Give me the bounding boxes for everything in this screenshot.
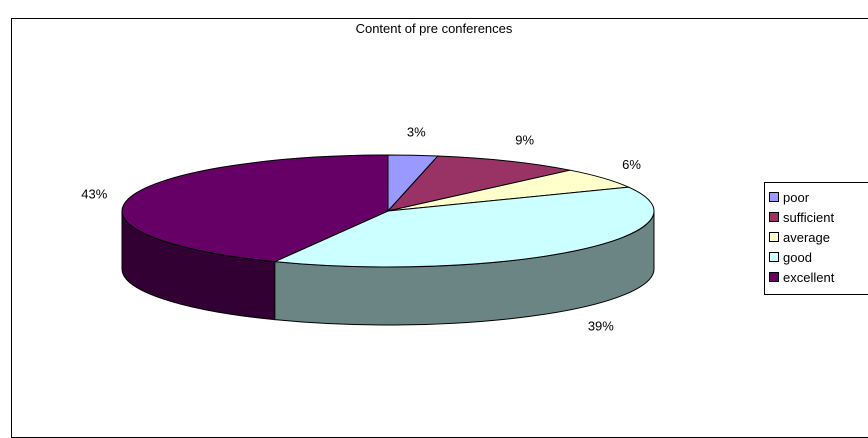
pie-tops	[121, 154, 655, 268]
legend-item-good: good	[769, 247, 868, 267]
legend-swatch	[769, 192, 779, 202]
pie-slice-sufficient	[386, 155, 571, 212]
pie-slice-good	[272, 186, 655, 268]
pie-labels: 3% 9% 6% 39% 43%	[81, 124, 641, 333]
legend-label: sufficient	[783, 209, 835, 225]
data-label-good: 39%	[588, 319, 614, 334]
legend-item-poor: poor	[769, 187, 868, 207]
legend-label: good	[783, 249, 812, 265]
legend-label: average	[783, 229, 830, 245]
legend-swatch	[769, 252, 779, 262]
legend: poor sufficient average good excellent	[764, 182, 868, 295]
chart-title: Content of pre conferences	[355, 21, 513, 36]
legend-item-sufficient: sufficient	[769, 207, 868, 227]
data-label-poor: 3%	[407, 124, 426, 139]
pie-slice-excellent	[121, 154, 389, 263]
legend-label: excellent	[783, 269, 835, 285]
legend-item-average: average	[769, 227, 868, 247]
data-label-average: 6%	[622, 157, 641, 172]
legend-item-excellent: excellent	[769, 267, 868, 287]
legend-label: poor	[783, 189, 810, 205]
data-label-sufficient: 9%	[515, 133, 534, 148]
legend-swatch	[769, 212, 779, 222]
legend-swatch	[769, 232, 779, 242]
data-label-excellent: 43%	[81, 187, 107, 202]
legend-swatch	[769, 272, 779, 282]
